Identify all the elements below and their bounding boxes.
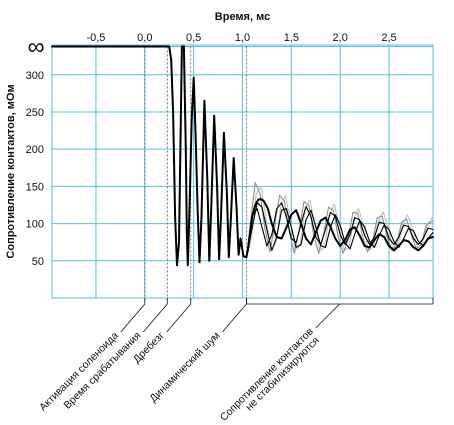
- event-leader: [166, 303, 192, 333]
- y-tick-label: 250: [26, 107, 44, 119]
- x-tick-label: 2,5: [381, 32, 396, 44]
- x-tick-label: 2,0: [333, 32, 348, 44]
- x-tick-label: 0,5: [186, 32, 201, 44]
- x-axis-title: Время, мс: [215, 11, 270, 23]
- event-leader: [120, 303, 146, 333]
- infinity-label: ∞: [27, 33, 44, 60]
- grid: -0,5 0,0 0,5 1,0 1,5 2,0 2,5 50 100 150 200 250 300: [26, 32, 434, 299]
- final-leader: [315, 303, 340, 329]
- y-tick-label: 50: [32, 256, 44, 268]
- event-leader: [222, 303, 247, 333]
- final-annotation-line1: Сопротивление контактов: [218, 325, 316, 423]
- series-line-4: [245, 182, 434, 258]
- y-tick-label: 300: [26, 70, 44, 82]
- x-tick-label: -0,5: [86, 32, 105, 44]
- series-line-1: [51, 45, 434, 267]
- event-leader: [142, 303, 168, 333]
- x-tick-label: 1,5: [284, 32, 299, 44]
- x-tick-label: 1,0: [235, 32, 250, 44]
- series-lines: [51, 45, 434, 267]
- y-tick-label: 200: [26, 144, 44, 156]
- y-axis-title: Сопротивление контактов, мОм: [5, 84, 17, 258]
- series-line-2: [245, 202, 434, 258]
- y-tick-label: 100: [26, 219, 44, 231]
- final-annotation-line2: не стабилизируются: [243, 335, 322, 414]
- x-tick-label: 0,0: [137, 32, 152, 44]
- axes: Время, мс Сопротивление контактов, мОм ∞: [5, 11, 270, 259]
- event-guides: [144, 46, 247, 302]
- y-tick-label: 150: [26, 181, 44, 193]
